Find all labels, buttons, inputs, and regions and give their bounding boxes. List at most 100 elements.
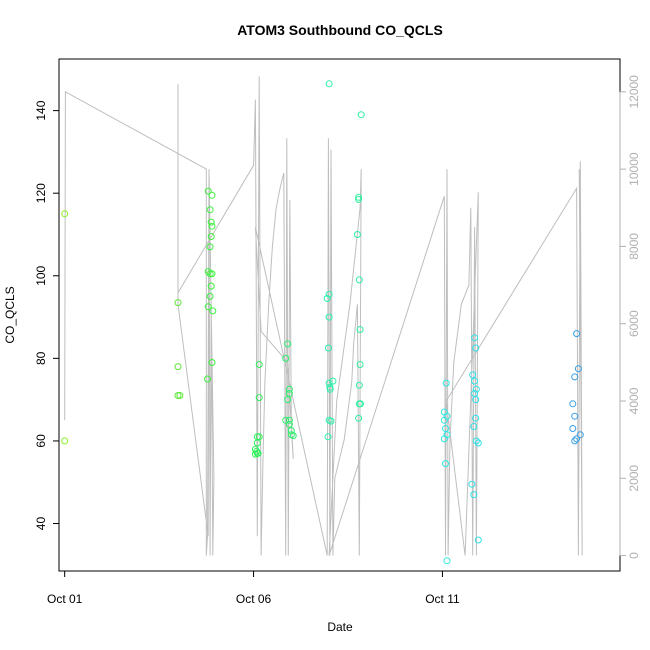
data-point — [208, 191, 216, 199]
data-point — [325, 290, 333, 298]
data-point — [206, 206, 214, 214]
data-point — [442, 425, 449, 432]
y-axis-right: 0 2000 4000 6000 8000 10000 12000 — [619, 75, 641, 559]
altitude-line — [64, 76, 583, 556]
y-tick-label: 140 — [34, 100, 48, 120]
data-point — [204, 303, 212, 311]
y2-tick-label: 10000 — [627, 152, 641, 186]
data-point — [282, 354, 290, 362]
data-point — [289, 432, 297, 440]
x-axis-label: Date — [327, 620, 353, 634]
data-point — [324, 344, 332, 352]
data-point — [208, 359, 216, 366]
data-point — [253, 439, 261, 447]
data-point — [174, 363, 182, 371]
data-point — [254, 449, 262, 457]
data-point — [573, 435, 581, 443]
data-point — [573, 330, 581, 338]
data-point — [174, 299, 182, 307]
y2-tick-label: 6000 — [627, 310, 641, 337]
data-point — [207, 282, 215, 290]
plot-frame — [58, 58, 621, 572]
data-point — [469, 371, 477, 379]
x-tick-label: Oct 01 — [47, 592, 83, 606]
data-point — [471, 377, 479, 385]
data-point — [284, 396, 292, 404]
y2-tick-label: 8000 — [627, 233, 641, 260]
y-axis-left: 40 60 80 100 120 140 — [34, 100, 60, 530]
data-point — [470, 491, 478, 499]
data-point — [355, 276, 363, 284]
data-point — [255, 361, 263, 368]
data-point — [285, 385, 293, 393]
data-point — [255, 433, 263, 441]
data-point — [329, 377, 337, 385]
data-point — [355, 193, 363, 201]
data-point — [285, 390, 293, 397]
data-point — [284, 340, 292, 348]
data-point — [285, 420, 293, 428]
data-point — [204, 187, 212, 195]
data-point — [468, 480, 476, 488]
data-point — [204, 375, 211, 383]
data-point — [255, 394, 263, 402]
y-axis-label: CO_QCLS — [3, 286, 17, 343]
data-point — [208, 270, 216, 278]
x-tick-label: Oct 11 — [425, 592, 460, 606]
data-point — [174, 392, 182, 399]
data-point — [472, 344, 480, 352]
data-point — [206, 292, 214, 300]
data-point — [574, 365, 582, 373]
data-point — [440, 435, 448, 443]
data-point — [443, 557, 451, 565]
data-point — [204, 268, 212, 276]
data-point — [571, 437, 579, 445]
data-point — [209, 307, 217, 315]
data-point — [571, 373, 579, 381]
data-point — [326, 385, 334, 393]
data-point — [207, 233, 215, 240]
data-point — [472, 385, 480, 393]
data-point — [324, 433, 332, 441]
data-point — [323, 295, 331, 302]
y-tick-label: 100 — [34, 265, 48, 285]
data-point — [285, 416, 293, 424]
data-point — [471, 334, 479, 342]
data-point — [353, 231, 361, 238]
y2-tick-label: 4000 — [627, 387, 641, 414]
data-point — [442, 460, 449, 468]
data-point — [569, 425, 577, 432]
data-point — [355, 381, 363, 389]
chart-title: ATOM3 Southbound CO_QCLS — [237, 22, 443, 38]
data-point — [472, 437, 480, 445]
y2-tick-label: 0 — [627, 552, 641, 559]
data-point — [571, 412, 579, 420]
y-tick-label: 120 — [34, 183, 48, 203]
x-axis: Oct 01 Oct 06 Oct 11 — [47, 570, 460, 606]
data-point — [355, 195, 363, 203]
data-point — [356, 361, 364, 368]
data-point — [207, 218, 215, 226]
data-point — [206, 243, 214, 251]
data-point — [61, 210, 69, 218]
altitude-trace — [64, 76, 583, 556]
data-point — [474, 439, 482, 447]
data-point — [206, 270, 214, 278]
data-point — [569, 400, 577, 408]
data-point — [440, 416, 448, 424]
data-point — [472, 396, 480, 404]
y2-tick-label: 12000 — [627, 75, 641, 109]
data-point — [325, 313, 333, 321]
data-point — [357, 400, 364, 408]
data-point — [576, 431, 584, 439]
data-point — [176, 392, 184, 399]
data-point — [327, 417, 335, 425]
data-point — [442, 379, 450, 387]
data-point — [282, 416, 290, 424]
data-point — [61, 437, 69, 445]
x-tick-label: Oct 06 — [236, 592, 272, 606]
data-point — [472, 414, 480, 422]
data-point — [474, 536, 482, 544]
data-point — [208, 222, 216, 230]
